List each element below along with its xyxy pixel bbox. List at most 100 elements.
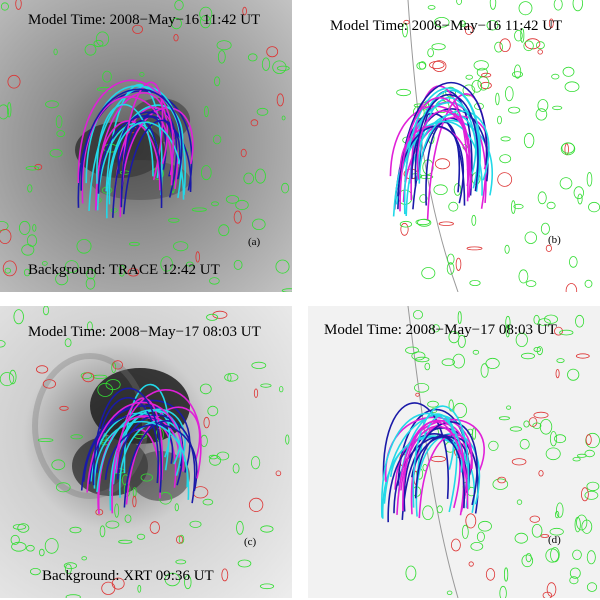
contour — [26, 544, 35, 552]
contour — [35, 365, 49, 374]
contour — [535, 108, 548, 121]
contour — [519, 438, 530, 450]
contour — [189, 520, 202, 528]
contour — [218, 224, 230, 237]
contour — [488, 440, 499, 451]
contour — [96, 86, 113, 92]
contour — [174, 0, 184, 11]
contour — [400, 222, 409, 236]
contour — [132, 24, 144, 34]
contour — [124, 514, 132, 523]
contour — [132, 487, 137, 498]
contour — [574, 516, 581, 533]
contour — [446, 262, 455, 275]
model-time-label: Model Time: 2008−May−17 08:03 UT — [28, 324, 261, 340]
contour — [174, 503, 179, 512]
contour — [260, 525, 274, 533]
contour — [186, 261, 194, 267]
contour — [531, 524, 543, 538]
contour — [422, 505, 434, 521]
field-line — [123, 419, 196, 508]
contour — [418, 61, 427, 70]
contour — [586, 550, 596, 565]
contour — [520, 28, 525, 43]
contour — [276, 65, 290, 71]
contour — [476, 531, 485, 543]
contour — [514, 30, 523, 42]
contour — [459, 20, 466, 28]
magnetogram-contours-c — [0, 306, 290, 598]
contour — [224, 373, 239, 382]
contour — [518, 1, 533, 16]
contour — [53, 48, 58, 56]
contour — [114, 503, 120, 518]
contour — [38, 548, 45, 557]
contour — [499, 38, 511, 52]
contour — [128, 241, 140, 247]
contour — [212, 134, 222, 145]
contour — [498, 416, 510, 421]
contour — [217, 50, 226, 64]
contour — [65, 594, 81, 598]
contour — [465, 513, 477, 529]
contour — [525, 553, 532, 563]
contour — [247, 53, 258, 62]
panel-tag: (c) — [244, 536, 257, 548]
contour — [446, 590, 453, 595]
contour — [472, 349, 480, 355]
contour — [515, 332, 528, 348]
contour — [207, 405, 219, 417]
contour — [237, 559, 252, 568]
contour — [34, 163, 43, 171]
contour — [242, 6, 247, 16]
contour — [555, 368, 560, 379]
panel-a: Model Time: 2008−May−16 11:42 UT (a) Bac… — [0, 0, 292, 292]
contour — [12, 523, 27, 530]
contour — [56, 130, 65, 138]
contour — [495, 92, 500, 106]
contour — [13, 309, 24, 325]
contour — [465, 74, 473, 80]
contour — [176, 535, 184, 544]
panel-tag: (d) — [548, 534, 561, 546]
field-line — [396, 420, 469, 515]
contour — [584, 279, 593, 288]
contour — [551, 73, 560, 80]
panel-b-image — [308, 0, 600, 292]
contour — [232, 463, 240, 474]
contour — [206, 313, 219, 321]
panel-tag: (b) — [548, 234, 561, 246]
contour — [403, 19, 410, 25]
contour — [243, 172, 255, 185]
contour — [504, 244, 510, 254]
contour — [42, 379, 57, 389]
contour — [256, 107, 269, 116]
contour — [577, 193, 583, 205]
contour — [85, 277, 96, 290]
field-lines-c — [80, 383, 202, 514]
contour — [533, 411, 549, 419]
contour — [216, 40, 232, 51]
contour — [64, 260, 79, 274]
contour — [137, 584, 142, 593]
contour — [132, 495, 137, 508]
contour — [17, 523, 30, 533]
contour — [248, 497, 264, 512]
contour — [511, 458, 527, 466]
contour — [433, 184, 448, 196]
contour — [63, 562, 78, 570]
background-label: Background: XRT 09:36 UT — [42, 568, 214, 584]
contour — [450, 538, 461, 552]
contour — [478, 520, 492, 532]
contour — [429, 61, 445, 70]
contour — [549, 527, 564, 536]
contour — [9, 369, 17, 385]
contour — [26, 234, 38, 247]
contour — [511, 71, 523, 78]
contour — [0, 2, 9, 11]
contour — [441, 358, 456, 366]
contour — [44, 538, 59, 554]
contour — [281, 115, 286, 121]
contour — [261, 57, 271, 71]
contour — [396, 88, 411, 97]
